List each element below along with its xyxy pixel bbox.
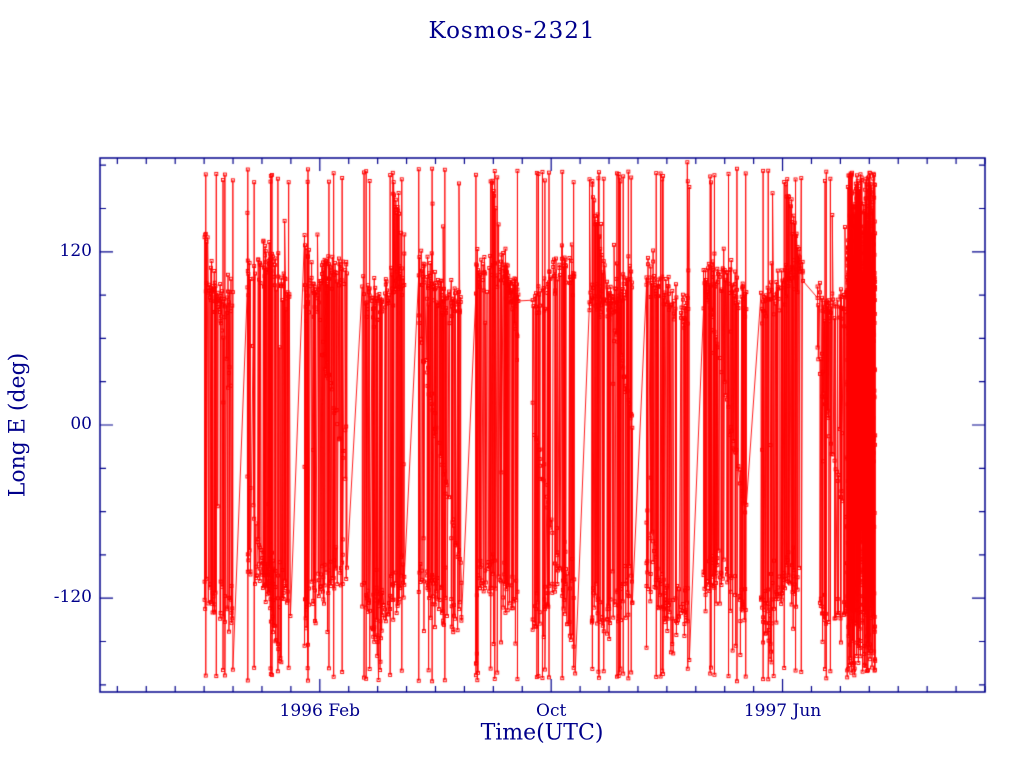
y-tick-label-neg120: -120 xyxy=(53,587,92,608)
chart-title: Kosmos-2321 xyxy=(428,18,596,44)
x-tick-label-oct: Oct xyxy=(536,701,567,721)
x-tick-label-1997-jun: 1997 Jun xyxy=(743,701,822,721)
y-tick-label-120: 120 xyxy=(59,240,92,261)
x-axis-label: Time(UTC) xyxy=(480,720,604,746)
y-tick-label-00: 00 xyxy=(70,414,92,434)
x-tick-label-1996-feb: 1996 Feb xyxy=(279,701,361,721)
y-axis-label: Long E (deg) xyxy=(5,352,31,498)
